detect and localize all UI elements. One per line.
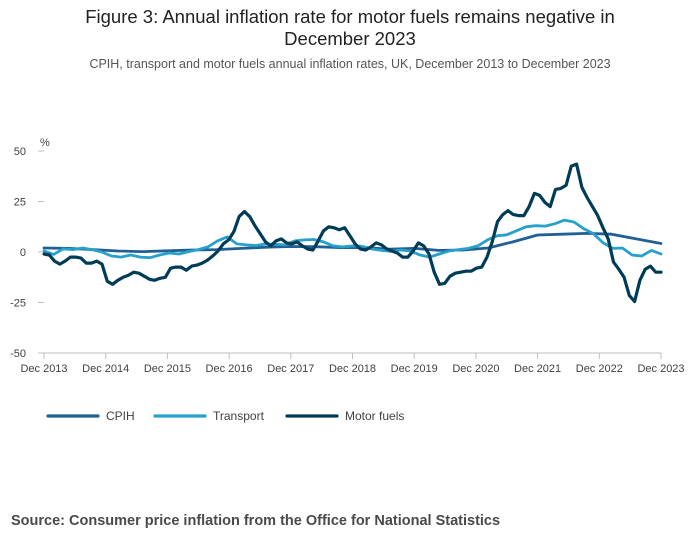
y-tick: 25 — [14, 197, 44, 209]
series-line-transport — [42, 218, 663, 260]
x-tick-label: Dec 2015 — [144, 363, 191, 375]
x-tick: Dec 2013 — [20, 353, 68, 375]
x-tick-label: Dec 2021 — [514, 363, 561, 375]
y-tick-label: -50 — [10, 348, 26, 360]
y-tick: 0 — [20, 247, 44, 259]
legend-label: Motor fuels — [345, 409, 404, 423]
x-tick-label: Dec 2014 — [82, 363, 129, 375]
x-tick-label: Dec 2019 — [391, 363, 438, 375]
legend-item-cpih: CPIH — [46, 409, 135, 423]
y-tick: -25 — [10, 298, 44, 310]
chart-title-line-2: December 2023 — [284, 28, 416, 49]
chart-title: Figure 3: Annual inflation rate for moto… — [0, 6, 700, 50]
x-tick: Dec 2014 — [82, 353, 129, 375]
x-tick: Dec 2023 — [637, 353, 685, 375]
y-tick: -50 — [10, 348, 44, 360]
chart-legend: CPIH Transport Motor fuels — [46, 409, 404, 423]
y-axis: % 50 25 0 -25 -50 — [10, 137, 50, 360]
x-tick-label: Dec 2023 — [637, 363, 684, 375]
x-tick: Dec 2015 — [144, 353, 191, 375]
series-line-cpih — [42, 232, 663, 253]
legend-item-motor-fuels: Motor fuels — [285, 409, 404, 423]
legend-label: Transport — [213, 409, 265, 423]
x-tick: Dec 2016 — [206, 353, 253, 375]
x-tick: Dec 2017 — [267, 353, 314, 375]
x-tick-label: Dec 2018 — [329, 363, 376, 375]
chart-title-line-1: Figure 3: Annual inflation rate for moto… — [85, 6, 615, 27]
x-tick: Dec 2022 — [576, 353, 623, 375]
legend-item-transport: Transport — [153, 409, 265, 423]
y-tick: 50 — [14, 146, 44, 158]
x-tick-label: Dec 2013 — [20, 363, 67, 375]
x-tick-label: Dec 2022 — [576, 363, 623, 375]
x-tick-label: Dec 2017 — [267, 363, 314, 375]
x-tick: Dec 2018 — [329, 353, 376, 375]
x-axis: Dec 2013 Dec 2014 Dec 2015 Dec 2016 Dec 2017… — [20, 352, 685, 375]
x-tick: Dec 2019 — [391, 353, 438, 375]
y-tick-label: 50 — [14, 146, 26, 158]
x-tick: Dec 2021 — [514, 353, 561, 375]
legend-label: CPIH — [106, 409, 135, 423]
x-tick-label: Dec 2020 — [452, 363, 499, 375]
y-tick-label: -25 — [10, 298, 26, 310]
x-tick-label: Dec 2016 — [206, 363, 253, 375]
x-tick: Dec 2020 — [452, 353, 499, 375]
series-line-motor-fuels — [42, 162, 663, 304]
series-lines — [42, 162, 663, 304]
y-tick-label: 0 — [20, 247, 26, 259]
source-note: Source: Consumer price inflation from th… — [11, 513, 501, 529]
chart-subtitle: CPIH, transport and motor fuels annual i… — [89, 57, 611, 71]
y-tick-label: 25 — [14, 197, 26, 209]
y-axis-unit-label: % — [40, 137, 50, 149]
